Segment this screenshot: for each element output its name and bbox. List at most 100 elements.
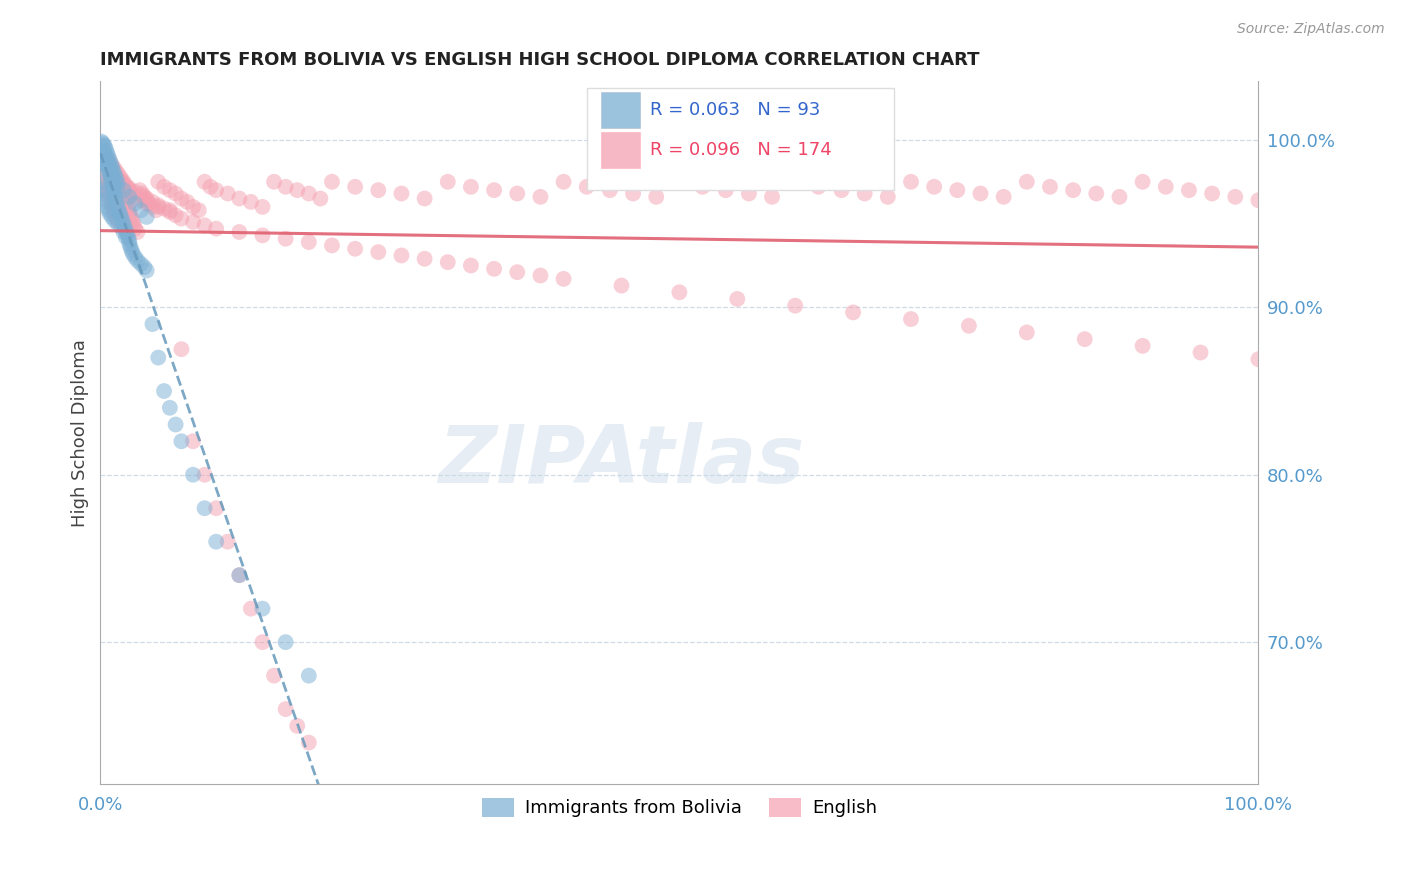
Point (103, 166, 125, 180)
Point (1178, 183, 1201, 197)
Point (1247, 352, 1270, 367)
Point (148, 200, 170, 214)
Point (134, 260, 156, 275)
Point (103, 203, 125, 218)
Point (101, 179, 124, 194)
Point (110, 175, 132, 189)
Point (170, 342, 193, 356)
Point (124, 250, 146, 264)
Point (110, 210, 132, 224)
Point (200, 179, 222, 194)
Point (101, 168, 124, 182)
Point (117, 202, 139, 216)
Point (321, 175, 343, 189)
Point (187, 203, 209, 218)
Point (93, 173, 115, 187)
Point (115, 227, 138, 241)
Point (129, 203, 152, 218)
Point (1062, 183, 1084, 197)
Point (367, 245, 389, 260)
Point (969, 186, 991, 201)
Point (96, 146, 118, 161)
Point (101, 160, 124, 174)
Point (97, 150, 120, 164)
Point (94, 150, 117, 164)
Point (124, 190, 146, 204)
Point (436, 175, 458, 189)
Point (205, 501, 228, 516)
Point (96, 183, 118, 197)
Point (91, 183, 114, 197)
Point (108, 169, 131, 184)
Point (176, 194, 198, 209)
Point (645, 190, 668, 204)
Point (1154, 179, 1177, 194)
Point (94, 153, 117, 167)
Point (105, 196, 128, 211)
Point (121, 215, 143, 229)
Point (141, 317, 163, 331)
Point (170, 211, 193, 226)
Point (98, 166, 121, 180)
Point (118, 181, 141, 195)
Point (127, 225, 149, 239)
Point (108, 178, 131, 193)
Point (482, 183, 505, 197)
Point (668, 285, 690, 300)
Point (460, 259, 482, 273)
Point (761, 190, 783, 204)
Point (101, 165, 124, 179)
Point (853, 186, 876, 201)
Point (100, 165, 122, 179)
Point (194, 467, 217, 482)
Point (100, 156, 122, 170)
Point (993, 190, 1015, 204)
Point (900, 175, 922, 189)
Point (153, 202, 176, 216)
Point (111, 173, 134, 187)
Point (785, 175, 807, 189)
Point (98, 153, 121, 167)
Point (111, 185, 134, 199)
Point (101, 210, 124, 224)
Text: R = 0.063   N = 93: R = 0.063 N = 93 (651, 101, 821, 119)
Point (239, 194, 262, 209)
Point (1132, 339, 1154, 353)
Point (482, 261, 505, 276)
Point (529, 190, 551, 204)
Point (91, 158, 114, 172)
Point (181, 434, 204, 449)
Point (94, 152, 117, 166)
Point (148, 351, 170, 365)
Point (114, 194, 136, 209)
Point (138, 196, 160, 211)
Point (107, 213, 129, 227)
Point (194, 175, 217, 189)
Point (107, 177, 129, 191)
Point (321, 238, 343, 252)
Point (205, 183, 228, 197)
Point (217, 534, 239, 549)
Point (610, 278, 633, 293)
Point (101, 200, 124, 214)
Point (298, 668, 321, 682)
Point (114, 219, 136, 234)
Point (98, 190, 121, 204)
Point (104, 190, 127, 204)
Point (1201, 186, 1223, 201)
Point (112, 178, 135, 193)
Point (131, 186, 153, 201)
Point (104, 193, 127, 207)
Point (714, 183, 737, 197)
Point (103, 186, 125, 201)
Point (120, 240, 142, 254)
Point (94, 143, 117, 157)
Point (159, 203, 181, 218)
Point (842, 305, 865, 319)
Point (181, 467, 204, 482)
Point (101, 183, 124, 197)
Point (100, 156, 122, 170)
Point (298, 186, 321, 201)
Point (309, 192, 332, 206)
Point (127, 253, 149, 268)
